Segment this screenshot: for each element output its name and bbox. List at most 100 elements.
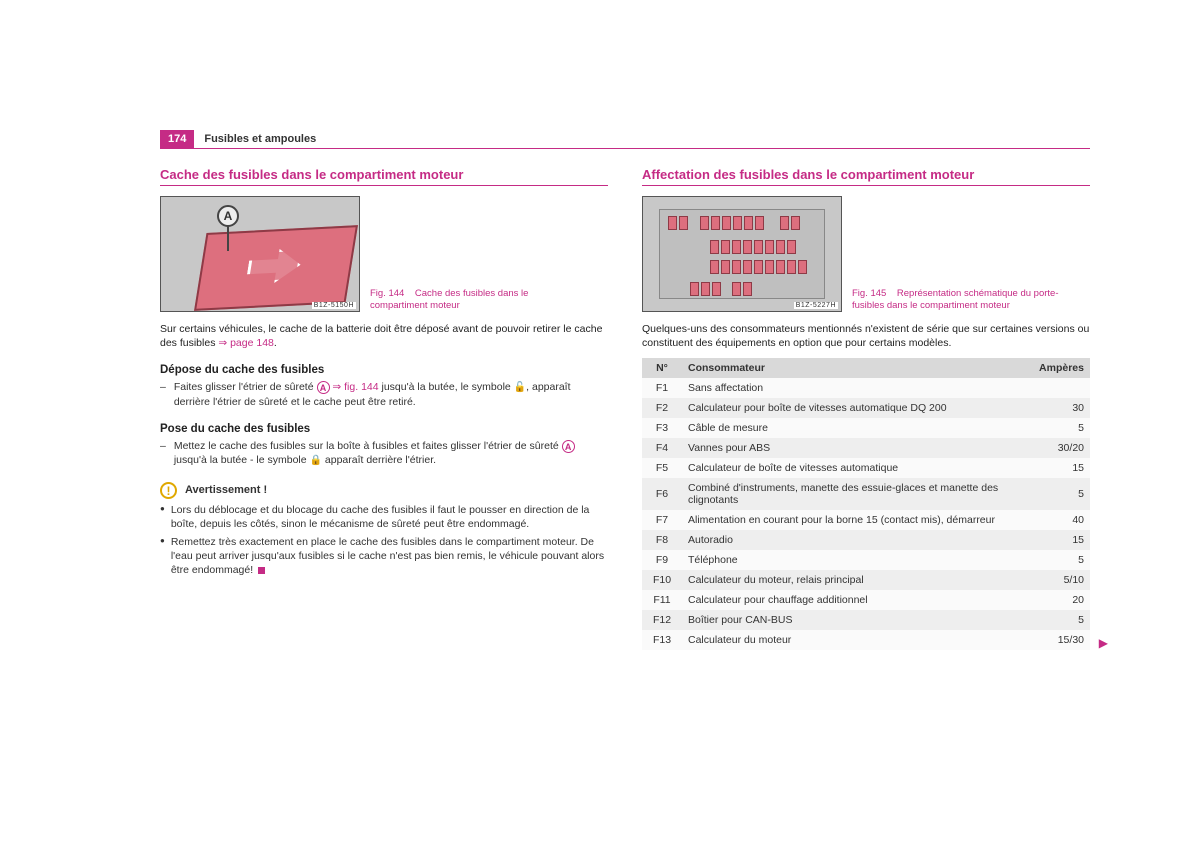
callout-line: [227, 225, 229, 251]
cell-consumer: Calculateur du moteur, relais principal: [682, 570, 1020, 590]
cell-consumer: Calculateur de boîte de vitesses automat…: [682, 458, 1020, 478]
cell-amps: 15: [1020, 458, 1090, 478]
callout-a-label: A: [217, 205, 239, 227]
callout-a-ref: A: [317, 381, 330, 394]
figure-144-code: B1Z-5150H: [312, 302, 356, 309]
table-row: F13Calculateur du moteur15/30: [642, 630, 1090, 650]
d1-arrow: ⇒: [330, 381, 345, 393]
warning-bullet-2: Remettez très exactement en place le cac…: [160, 535, 608, 578]
d1-mid: jusqu'à la butée, le symbole: [379, 381, 514, 393]
fuse-row: [668, 216, 688, 230]
cell-consumer: Alimentation en courant pour la borne 15…: [682, 510, 1020, 530]
table-row: F6Combiné d'instruments, manette des ess…: [642, 478, 1090, 510]
figure-144: A B1Z-5150H: [160, 196, 360, 312]
cell-number: F4: [642, 438, 682, 458]
cell-amps: 5: [1020, 610, 1090, 630]
cell-amps: 5: [1020, 478, 1090, 510]
table-row: F7Alimentation en courant pour la borne …: [642, 510, 1090, 530]
figure-145-caption: Fig. 145 Représentation schématique du p…: [852, 288, 1062, 312]
cell-consumer: Câble de mesure: [682, 418, 1020, 438]
end-square-icon: [258, 567, 265, 574]
page-header: 174 Fusibles et ampoules: [160, 130, 1090, 149]
d2-mid: jusqu'à la butée - le symbole: [174, 454, 310, 466]
fuse-row: [732, 282, 752, 296]
cell-consumer: Autoradio: [682, 530, 1020, 550]
page-ref-148: ⇒ page 148: [218, 337, 274, 349]
table-row: F8Autoradio15: [642, 530, 1090, 550]
cell-consumer: Combiné d'instruments, manette des essui…: [682, 478, 1020, 510]
table-row: F10Calculateur du moteur, relais princip…: [642, 570, 1090, 590]
chapter-title: Fusibles et ampoules: [204, 133, 316, 145]
two-column-layout: Cache des fusibles dans le compartiment …: [160, 167, 1090, 650]
th-consumer: Consommateur: [682, 358, 1020, 378]
d2-post: apparaît derrière l'étrier.: [322, 454, 436, 466]
d1-pre: Faites glisser l'étrier de sûreté: [174, 381, 317, 393]
wb1-text: Lors du déblocage et du blocage du cache…: [171, 503, 608, 531]
table-row: F2Calculateur pour boîte de vitesses aut…: [642, 398, 1090, 418]
unlock-icon: 🔓: [514, 382, 526, 393]
cell-consumer: Boîtier pour CAN-BUS: [682, 610, 1020, 630]
cell-number: F8: [642, 530, 682, 550]
table-row: F1Sans affectation: [642, 378, 1090, 398]
warning-title: Avertissement !: [185, 484, 267, 496]
figure-144-caption: Fig. 144 Cache des fusibles dans le comp…: [370, 288, 580, 312]
cell-amps: [1020, 378, 1090, 398]
d2-pre: Mettez le cache des fusibles sur la boît…: [174, 440, 562, 452]
fuse-allocation-table: N° Consommateur Ampères F1Sans affectati…: [642, 358, 1090, 650]
cell-consumer: Calculateur du moteur: [682, 630, 1020, 650]
warning-bullets: Lors du déblocage et du blocage du cache…: [160, 503, 608, 578]
continue-arrow-icon: ▶: [1099, 636, 1108, 650]
cell-number: F7: [642, 510, 682, 530]
left-intro-para: Sur certains véhicules, le cache de la b…: [160, 322, 608, 350]
cell-number: F1: [642, 378, 682, 398]
figure-144-row: A B1Z-5150H Fig. 144 Cache des fusibles …: [160, 196, 608, 312]
th-amps: Ampères: [1020, 358, 1090, 378]
cell-amps: 5/10: [1020, 570, 1090, 590]
fuse-table-wrap: N° Consommateur Ampères F1Sans affectati…: [642, 358, 1090, 650]
cell-number: F10: [642, 570, 682, 590]
figure-144-num: Fig. 144: [370, 288, 404, 299]
cell-amps: 30/20: [1020, 438, 1090, 458]
cell-number: F6: [642, 478, 682, 510]
subheading-depose: Dépose du cache des fusibles: [160, 364, 608, 376]
warning-icon: !: [160, 482, 177, 499]
depose-steps: Faites glisser l'étrier de sûreté A ⇒ fi…: [160, 380, 608, 409]
left-column: Cache des fusibles dans le compartiment …: [160, 167, 608, 650]
cell-amps: 40: [1020, 510, 1090, 530]
cell-amps: 15: [1020, 530, 1090, 550]
fig-144-ref: fig. 144: [344, 381, 378, 393]
intro-text-b: .: [274, 337, 277, 349]
warning-header: ! Avertissement !: [160, 482, 608, 499]
cell-number: F5: [642, 458, 682, 478]
warning-bullet-1: Lors du déblocage et du blocage du cache…: [160, 503, 608, 531]
table-row: F11Calculateur pour chauffage additionne…: [642, 590, 1090, 610]
figure-145-num: Fig. 145: [852, 288, 886, 299]
depose-step-1: Faites glisser l'étrier de sûreté A ⇒ fi…: [160, 380, 608, 409]
cell-amps: 15/30: [1020, 630, 1090, 650]
cell-number: F13: [642, 630, 682, 650]
figure-145: B1Z-5227H: [642, 196, 842, 312]
cell-consumer: Calculateur pour chauffage additionnel: [682, 590, 1020, 610]
fuse-row: [710, 260, 807, 274]
manual-page: 174 Fusibles et ampoules Cache des fusib…: [0, 0, 1200, 848]
fuse-row: [690, 282, 721, 296]
cell-number: F12: [642, 610, 682, 630]
pose-step-1: Mettez le cache des fusibles sur la boît…: [160, 439, 608, 468]
cell-number: F2: [642, 398, 682, 418]
fusebox-graphic: [659, 209, 825, 299]
fuse-row: [780, 216, 800, 230]
cell-number: F3: [642, 418, 682, 438]
right-intro-para: Quelques-uns des consommateurs mentionné…: [642, 322, 1090, 350]
left-heading: Cache des fusibles dans le compartiment …: [160, 167, 608, 186]
table-header-row: N° Consommateur Ampères: [642, 358, 1090, 378]
page-number: 174: [160, 130, 194, 148]
th-number: N°: [642, 358, 682, 378]
fuse-row: [710, 240, 796, 254]
subheading-pose: Pose du cache des fusibles: [160, 423, 608, 435]
cell-consumer: Vannes pour ABS: [682, 438, 1020, 458]
cell-number: F11: [642, 590, 682, 610]
table-row: F9Téléphone5: [642, 550, 1090, 570]
cell-amps: 30: [1020, 398, 1090, 418]
table-row: F4Vannes pour ABS30/20: [642, 438, 1090, 458]
fuse-table-body: F1Sans affectationF2Calculateur pour boî…: [642, 378, 1090, 650]
